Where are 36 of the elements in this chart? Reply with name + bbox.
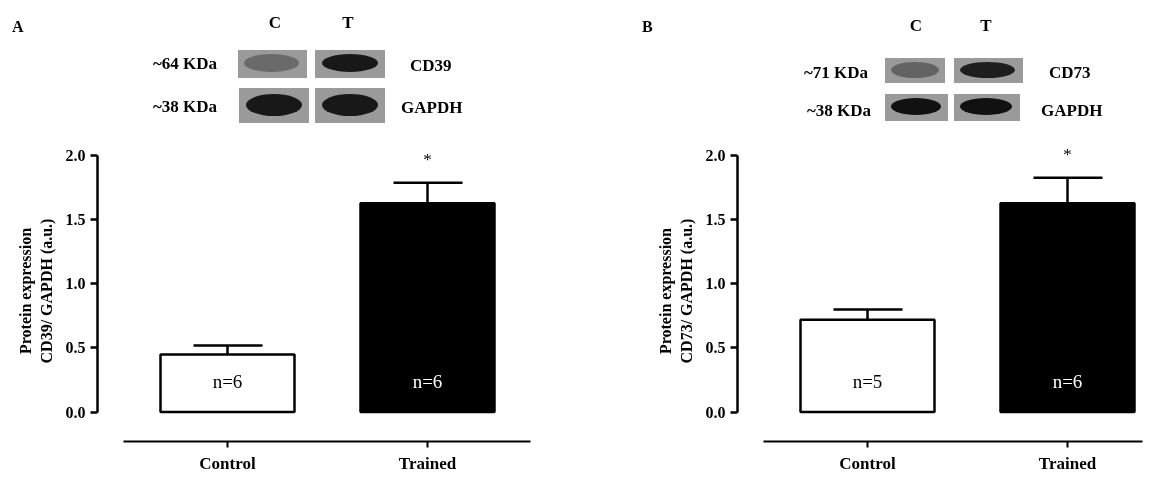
x-tick-label: Trained bbox=[1038, 453, 1097, 473]
chart-title: B bbox=[642, 18, 653, 35]
x-tick-label: Trained bbox=[398, 453, 457, 473]
y-tick-label: 1.0 bbox=[705, 275, 726, 293]
text: T bbox=[342, 12, 354, 32]
y-tick-label: 1.5 bbox=[705, 211, 726, 229]
chart-title: A bbox=[12, 18, 24, 35]
text: ~64 KDa bbox=[152, 53, 217, 73]
x-tick-label: Control bbox=[839, 453, 896, 473]
annotation: n=5 bbox=[852, 370, 883, 392]
y-tick-label: 2.0 bbox=[705, 147, 726, 165]
y-tick-label: 0.0 bbox=[65, 403, 86, 421]
y-tick-label: 0.0 bbox=[705, 403, 726, 421]
text: ~71 KDa bbox=[803, 62, 868, 82]
text: GAPDH bbox=[1041, 100, 1103, 120]
y-tick-label: 0.5 bbox=[65, 339, 86, 357]
x-tick-label: Control bbox=[199, 453, 256, 473]
text: T bbox=[980, 15, 992, 35]
y-tick-label: 0.5 bbox=[705, 339, 726, 357]
y-axis-title: Protein expression CD73/ GAPDH (a.u.) bbox=[657, 218, 696, 364]
text: ~38 KDa bbox=[152, 96, 217, 116]
annotation: n=6 bbox=[1052, 370, 1083, 392]
y-tick-label: 1.5 bbox=[65, 211, 86, 229]
text: ~38 KDa bbox=[806, 100, 871, 120]
annotation: n=6 bbox=[412, 370, 443, 392]
annotation: * bbox=[1063, 145, 1072, 165]
text: C bbox=[909, 15, 923, 35]
y-tick-label: 2.0 bbox=[65, 147, 86, 165]
y-axis-title: Protein expression CD39/ GAPDH (a.u.) bbox=[17, 218, 56, 364]
text: CD39 bbox=[410, 55, 452, 75]
text: CD73 bbox=[1049, 62, 1091, 82]
text: C bbox=[268, 12, 282, 32]
annotation: * bbox=[423, 150, 432, 170]
annotation: n=6 bbox=[212, 370, 243, 392]
y-tick-label: 1.0 bbox=[65, 275, 86, 293]
text: GAPDH bbox=[401, 97, 463, 117]
